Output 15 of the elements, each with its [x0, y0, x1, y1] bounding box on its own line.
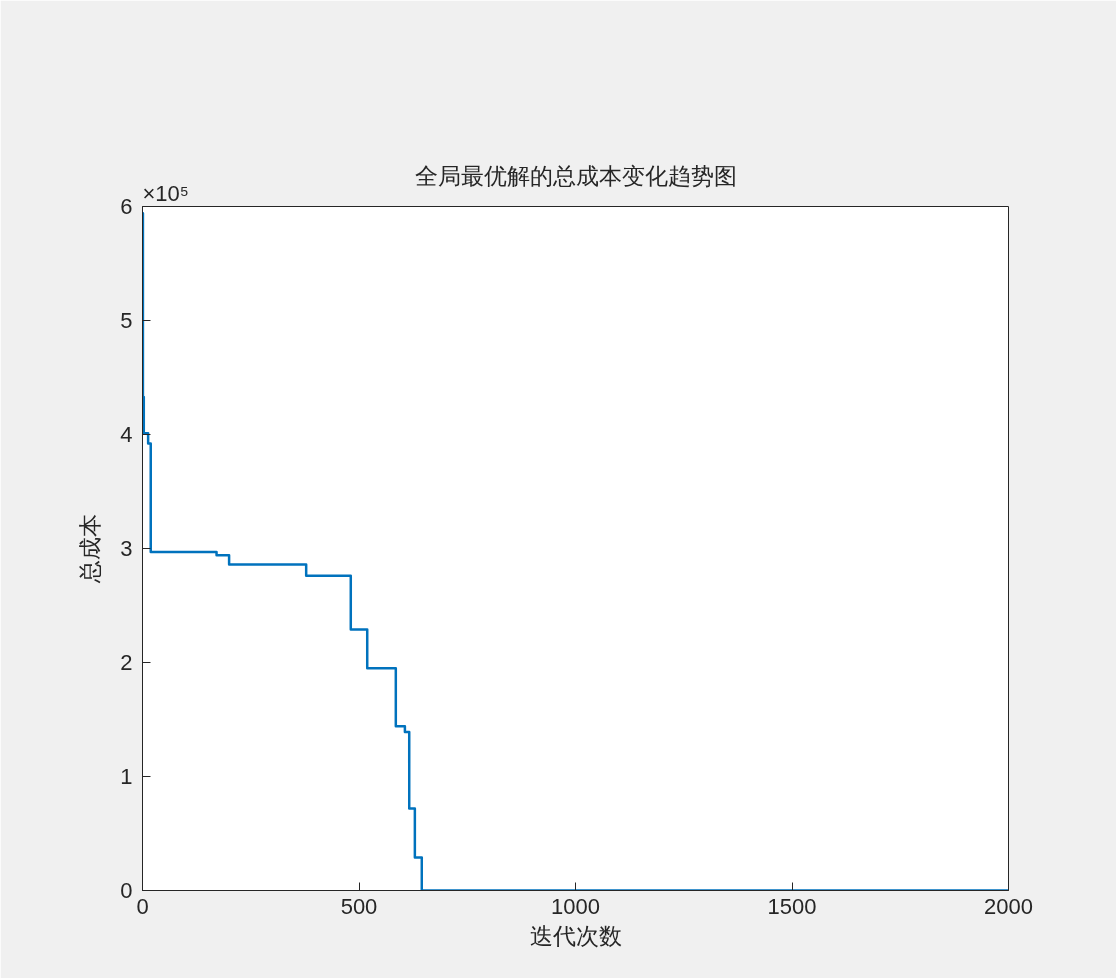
y-tick-label: 1	[120, 764, 133, 789]
chart-title: 全局最优解的总成本变化趋势图	[414, 162, 737, 189]
x-tick-label: 1500	[767, 893, 817, 919]
y-tick-label: 4	[120, 422, 133, 447]
y-tick-label: 6	[120, 194, 133, 219]
y-axis-title: 总成本	[77, 514, 104, 584]
text: ×10⁵	[142, 180, 189, 206]
y-tick-label: 2	[120, 650, 133, 675]
x-tick-label: 500	[340, 893, 378, 919]
y-tick-label: 5	[120, 308, 133, 333]
x-tick-label: 1000	[551, 893, 600, 919]
x-tick-label: 2000	[984, 893, 1033, 919]
x-tick-label: 0	[136, 893, 149, 919]
x-axis-title: 迭代次数	[529, 922, 622, 949]
y-tick-label: 3	[120, 536, 133, 561]
